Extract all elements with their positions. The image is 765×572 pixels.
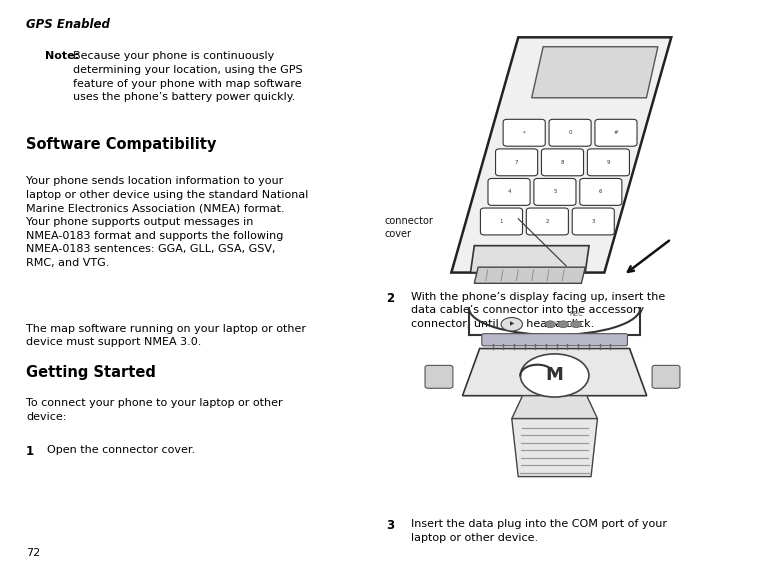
Text: 1: 1 [26,445,34,458]
Circle shape [558,321,568,328]
Text: ▶: ▶ [509,321,514,327]
Text: 3: 3 [386,519,395,533]
Text: 72: 72 [26,548,41,558]
Text: M: M [545,367,564,384]
FancyBboxPatch shape [542,149,584,176]
Text: 4: 4 [507,189,511,194]
FancyBboxPatch shape [595,120,637,146]
Text: 8: 8 [561,160,565,165]
Circle shape [545,321,555,328]
FancyBboxPatch shape [534,178,576,205]
Text: Insert the data plug into the COM port of your
laptop or other device.: Insert the data plug into the COM port o… [411,519,667,543]
Text: 6: 6 [599,189,603,194]
Text: 7: 7 [515,160,519,165]
Polygon shape [463,348,646,396]
Text: 9: 9 [607,160,610,165]
Text: *: * [522,130,526,135]
FancyBboxPatch shape [425,366,453,388]
FancyBboxPatch shape [580,178,622,205]
Circle shape [571,321,581,328]
Circle shape [520,354,589,397]
FancyBboxPatch shape [652,366,680,388]
Text: 2: 2 [386,292,395,305]
Text: connector
cover: connector cover [384,216,433,239]
FancyBboxPatch shape [588,149,630,176]
FancyBboxPatch shape [496,149,538,176]
Text: #: # [614,130,618,135]
Polygon shape [474,267,585,283]
FancyBboxPatch shape [572,208,614,235]
FancyBboxPatch shape [482,333,627,346]
Text: 0: 0 [568,130,571,135]
Text: REC: REC [570,311,584,317]
Text: Open the connector cover.: Open the connector cover. [47,445,196,455]
Text: 2: 2 [545,219,549,224]
Text: To connect your phone to your laptop or other
device:: To connect your phone to your laptop or … [26,398,282,422]
Text: 3: 3 [591,219,595,224]
Polygon shape [512,396,597,419]
Text: Because your phone is continuously
determining your location, using the GPS
feat: Because your phone is continuously deter… [73,51,302,102]
Polygon shape [451,37,672,273]
Polygon shape [512,419,597,476]
Text: 1: 1 [500,219,503,224]
Text: Software Compatibility: Software Compatibility [26,137,216,152]
Text: The map software running on your laptop or other
device must support NMEA 3.0.: The map software running on your laptop … [26,324,306,347]
Text: Note:: Note: [45,51,80,61]
Text: With the phone’s display facing up, insert the
data cable’s connector into the a: With the phone’s display facing up, inse… [411,292,665,329]
FancyBboxPatch shape [488,178,530,205]
Circle shape [501,317,522,331]
FancyBboxPatch shape [549,120,591,146]
Text: Your phone sends location information to your
laptop or other device using the s: Your phone sends location information to… [26,176,308,268]
Text: GPS Enabled: GPS Enabled [26,18,110,31]
FancyBboxPatch shape [503,120,545,146]
Polygon shape [532,47,658,98]
Text: 5: 5 [553,189,557,194]
Polygon shape [470,246,589,273]
Text: Getting Started: Getting Started [26,365,156,380]
FancyBboxPatch shape [526,208,568,235]
FancyBboxPatch shape [480,208,522,235]
